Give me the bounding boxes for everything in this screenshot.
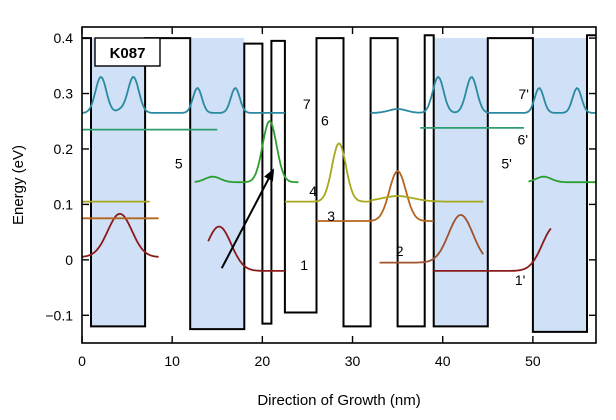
state-label-1: 1 [300,257,308,273]
x-tick-label: 50 [525,353,541,369]
state-label-4: 4 [309,183,317,199]
state-curve-4-right [370,195,484,203]
state-curve-4 [284,142,371,203]
state-label-7: 7 [303,96,311,112]
state-label-3: 3 [327,208,335,224]
well-shading-1 [91,38,146,327]
y-tick-label: 0 [65,252,73,268]
state-curve-1 [207,225,285,272]
y-axis: −0.1 0 0.1 0.2 0.3 0.4 [45,30,596,323]
sample-tag-text: K087 [110,45,146,62]
x-axis-title: Direction of Growth (nm) [257,392,420,409]
x-tick-label: 10 [164,353,180,369]
well-shading-4 [532,38,587,332]
conduction-band-profile [82,34,596,333]
y-axis-title: Energy (eV) [10,145,27,225]
well-shading-2 [190,38,245,330]
state-label-6: 6 [321,113,329,129]
state-curve-7 [82,75,285,114]
state-label-5: 5 [175,155,183,171]
plot-frame [81,26,597,344]
state-curve-5-prime [528,175,596,184]
y-tick-label: 0.3 [54,86,74,102]
state-curve-3 [316,170,434,222]
state-curve-1-left [82,212,159,258]
sample-tag: K087 [94,37,161,67]
plot-area [82,34,596,333]
state-label-7-prime: 7' [518,86,528,102]
x-tick-label: 20 [255,353,271,369]
y-tick-label: 0.2 [54,141,74,157]
y-tick-label: 0.4 [54,30,74,46]
state-label-1-prime: 1' [515,272,525,288]
x-tick-label: 30 [345,353,361,369]
x-tick-label: 40 [435,353,451,369]
y-tick-label: −0.1 [45,307,73,323]
state-label-2: 2 [396,243,404,259]
transition-arrow [220,175,271,269]
transition-arrow-head [264,168,275,182]
x-tick-label: 0 [78,353,86,369]
state-label-6-prime: 6' [518,132,528,148]
x-axis: 0 10 20 30 40 50 [78,27,541,369]
state-label-5-prime: 5' [501,155,511,171]
sample-tag-box [94,37,161,67]
state-curve-2 [379,214,485,264]
y-tick-label: 0.1 [54,196,74,212]
state-curve-7-prime [370,75,596,114]
state-curve-5 [194,120,299,184]
state-curve-1-prime [433,227,552,272]
